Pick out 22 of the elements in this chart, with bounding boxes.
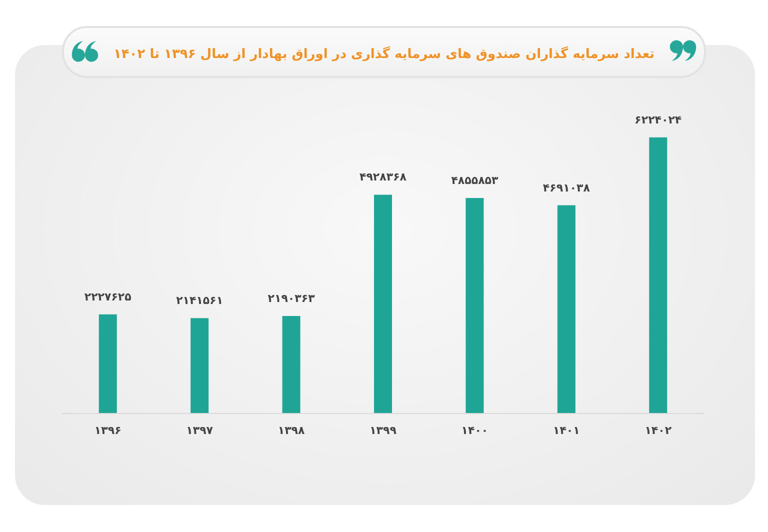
bar	[557, 205, 576, 413]
data-label: ۲۱۴۱۵۶۱	[176, 294, 224, 308]
bar	[466, 198, 484, 413]
bar	[282, 316, 300, 413]
x-tick-label: ۱۳۹۸	[278, 424, 305, 437]
x-tick-label: ۱۳۹۶	[94, 424, 122, 437]
data-label: ۲۲۲۷۶۲۵	[84, 290, 132, 304]
data-label: ۴۶۹۱۰۳۸	[542, 181, 590, 194]
x-tick-label: ۱۳۹۷	[186, 424, 214, 437]
bar	[98, 314, 117, 413]
bar	[190, 318, 209, 413]
bar	[374, 194, 392, 413]
chart-title: تعداد سرمایه گذاران صندوق های سرمایه گذاری در اوراق بهادار از سال ۱۳۹۶ تا ۱۴۰۲	[113, 46, 655, 62]
data-label: ۴۹۲۸۳۶۸	[360, 170, 407, 184]
data-label: ۶۲۲۴۰۲۴	[634, 113, 682, 126]
x-tick-label: ۱۴۰۲	[644, 424, 672, 437]
x-tick-label: ۱۴۰۱	[553, 424, 580, 437]
data-label: ۲۱۹۰۳۶۳	[268, 292, 316, 305]
data-label: ۴۸۵۵۸۵۳	[451, 174, 498, 187]
x-tick-label: ۱۳۹۹	[370, 424, 397, 437]
x-tick-label: ۱۴۰۰	[461, 424, 488, 437]
bar	[649, 137, 668, 413]
